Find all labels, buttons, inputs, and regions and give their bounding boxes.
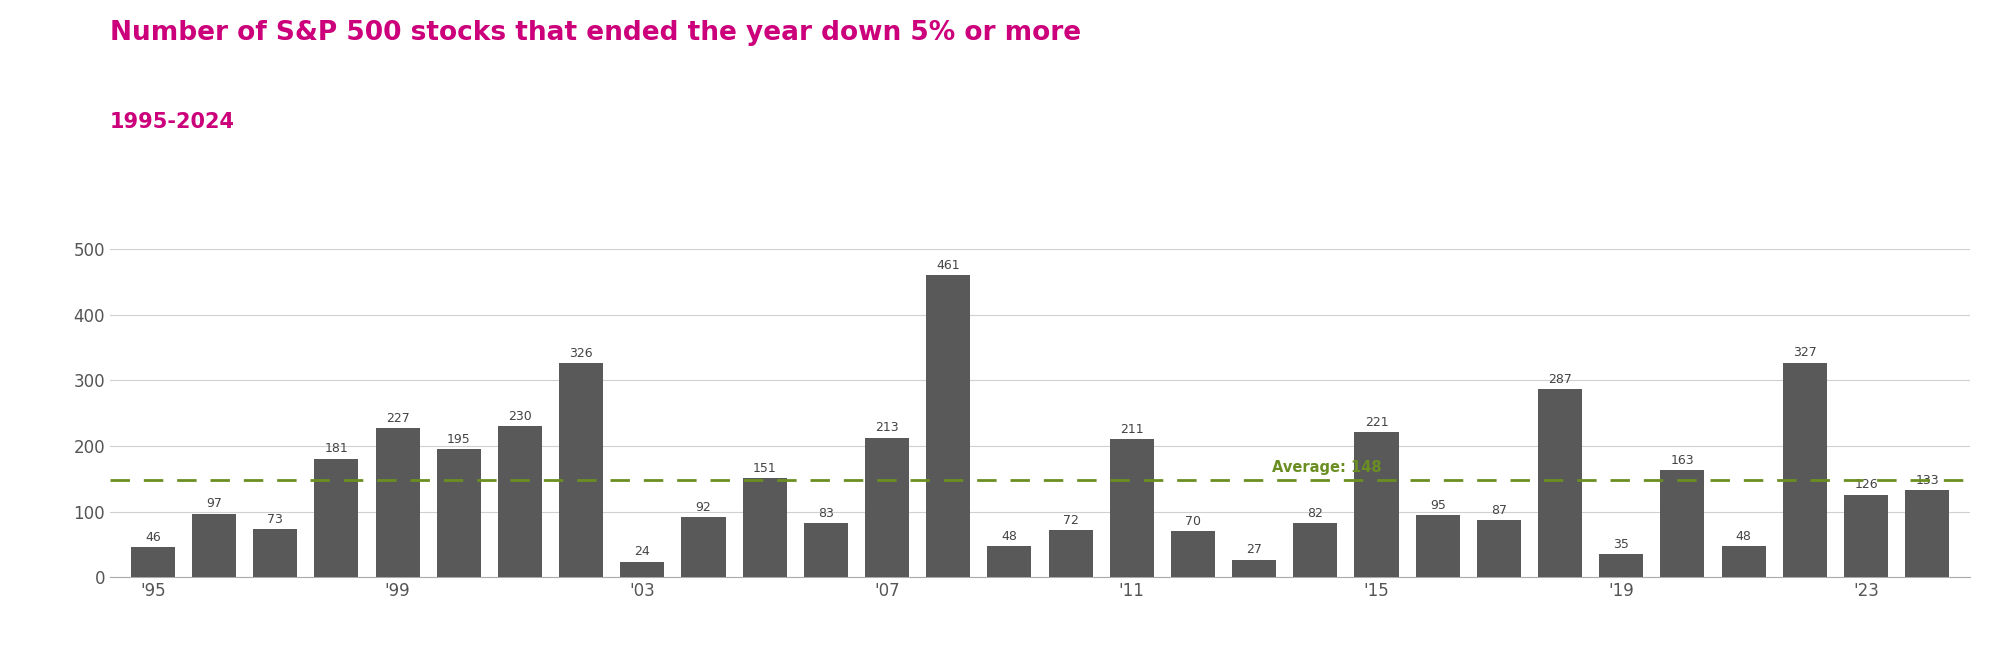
Text: 48: 48: [1736, 529, 1752, 543]
Text: 221: 221: [1364, 416, 1388, 429]
Bar: [620, 562, 664, 577]
Text: 163: 163: [1670, 454, 1694, 467]
Text: Average: 148: Average: 148: [1272, 461, 1382, 476]
Bar: [1722, 546, 1766, 577]
Text: 70: 70: [1184, 515, 1200, 528]
Bar: [804, 523, 848, 577]
Bar: [682, 517, 726, 577]
Text: 133: 133: [1916, 474, 1938, 487]
Bar: [1782, 363, 1826, 577]
Text: 126: 126: [1854, 478, 1878, 491]
Text: 461: 461: [936, 258, 960, 272]
Bar: [1660, 470, 1704, 577]
Bar: [254, 529, 298, 577]
Bar: [314, 459, 358, 577]
Text: 73: 73: [268, 513, 284, 526]
Bar: [1416, 515, 1460, 577]
Text: 181: 181: [324, 442, 348, 455]
Text: 227: 227: [386, 412, 410, 425]
Text: 24: 24: [634, 545, 650, 558]
Text: 92: 92: [696, 501, 712, 514]
Bar: [866, 438, 910, 577]
Bar: [1538, 389, 1582, 577]
Text: 195: 195: [446, 433, 470, 446]
Text: 211: 211: [1120, 422, 1144, 436]
Text: 27: 27: [1246, 543, 1262, 556]
Text: 287: 287: [1548, 373, 1572, 386]
Bar: [1844, 495, 1888, 577]
Text: 87: 87: [1490, 504, 1506, 517]
Text: Number of S&P 500 stocks that ended the year down 5% or more: Number of S&P 500 stocks that ended the …: [110, 20, 1082, 46]
Bar: [436, 449, 480, 577]
Bar: [560, 363, 604, 577]
Bar: [1048, 530, 1092, 577]
Text: 72: 72: [1062, 514, 1078, 527]
Bar: [1476, 520, 1520, 577]
Text: 83: 83: [818, 506, 834, 520]
Text: 97: 97: [206, 497, 222, 510]
Bar: [1110, 439, 1154, 577]
Bar: [498, 426, 542, 577]
Text: 326: 326: [570, 347, 592, 360]
Text: 213: 213: [876, 421, 898, 434]
Bar: [1294, 523, 1338, 577]
Bar: [376, 428, 420, 577]
Text: 230: 230: [508, 410, 532, 423]
Bar: [192, 514, 236, 577]
Text: 48: 48: [1002, 529, 1018, 543]
Bar: [1906, 490, 1950, 577]
Bar: [926, 275, 970, 577]
Bar: [1232, 560, 1276, 577]
Text: 82: 82: [1308, 507, 1324, 520]
Bar: [1600, 554, 1644, 577]
Bar: [1354, 432, 1398, 577]
Text: 151: 151: [752, 462, 776, 475]
Text: 1995-2024: 1995-2024: [110, 112, 236, 131]
Text: 95: 95: [1430, 499, 1446, 512]
Bar: [742, 478, 786, 577]
Bar: [988, 546, 1032, 577]
Bar: [1170, 531, 1214, 577]
Bar: [130, 547, 174, 577]
Text: 46: 46: [144, 531, 160, 544]
Text: 35: 35: [1614, 538, 1630, 551]
Text: 327: 327: [1792, 346, 1816, 359]
